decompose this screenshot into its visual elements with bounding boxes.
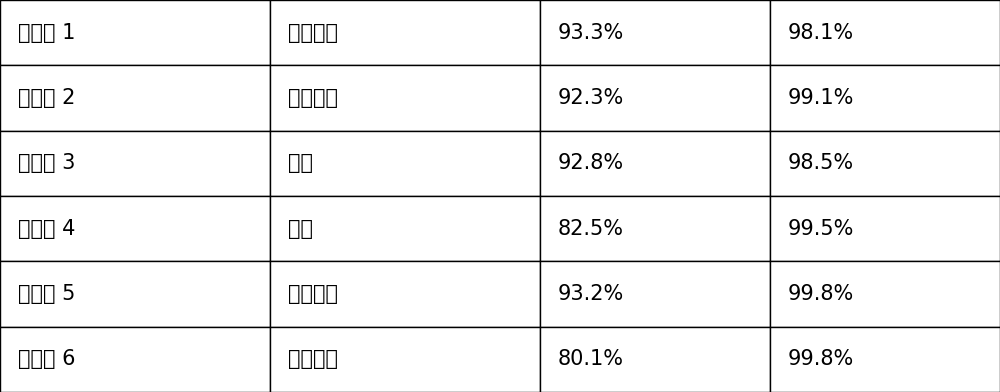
Text: 98.1%: 98.1% [788,23,854,43]
Bar [270,65,540,131]
Text: 实施例 3: 实施例 3 [18,153,75,173]
Text: 92.3%: 92.3% [558,88,624,108]
Bar [540,131,770,196]
Bar [270,196,540,261]
Bar [540,0,770,65]
Text: 99.1%: 99.1% [788,88,854,108]
Text: 实施例 1: 实施例 1 [18,23,75,43]
Bar [270,261,540,327]
Text: 乙醇: 乙醇 [288,219,313,239]
Text: 80.1%: 80.1% [558,349,624,369]
Text: 98.5%: 98.5% [788,153,854,173]
Text: 93.3%: 93.3% [558,23,624,43]
Bar [270,327,540,392]
Text: 实施例 5: 实施例 5 [18,284,75,304]
Text: 99.8%: 99.8% [788,349,854,369]
Bar [0,327,270,392]
Bar [770,261,1000,327]
Bar [0,131,270,196]
Text: 三氟乙醇: 三氟乙醇 [288,284,338,304]
Text: 实施例 4: 实施例 4 [18,219,75,239]
Bar [270,131,540,196]
Text: 99.5%: 99.5% [788,219,854,239]
Bar [0,196,270,261]
Bar [0,261,270,327]
Bar [0,65,270,131]
Text: 三氟乙醇: 三氟乙醇 [288,88,338,108]
Text: 实施例 2: 实施例 2 [18,88,75,108]
Text: 三氟乙醇: 三氟乙醇 [288,23,338,43]
Bar [540,327,770,392]
Bar [770,327,1000,392]
Text: 93.2%: 93.2% [558,284,624,304]
Text: 甲醇: 甲醇 [288,153,313,173]
Bar [540,65,770,131]
Text: 92.8%: 92.8% [558,153,624,173]
Bar [0,0,270,65]
Bar [540,196,770,261]
Bar [770,196,1000,261]
Text: 实施例 6: 实施例 6 [18,349,76,369]
Text: 82.5%: 82.5% [558,219,624,239]
Bar [540,261,770,327]
Bar [270,0,540,65]
Bar [770,65,1000,131]
Text: 99.8%: 99.8% [788,284,854,304]
Text: 四氟丙醇: 四氟丙醇 [288,349,338,369]
Bar [770,131,1000,196]
Bar [770,0,1000,65]
